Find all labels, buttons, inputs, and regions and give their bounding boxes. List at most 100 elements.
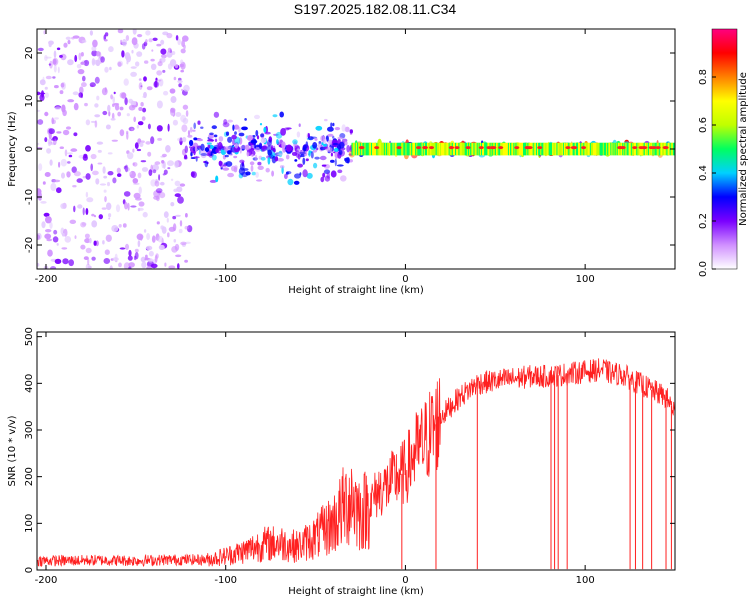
heatmap-cell — [104, 196, 107, 203]
heatmap-carrier-cell — [434, 142, 437, 156]
heatmap-cell — [110, 94, 113, 100]
heatmap-cell — [326, 146, 333, 153]
heatmap-cell — [130, 66, 137, 69]
heatmap-cell — [172, 215, 177, 220]
heatmap-cell — [145, 254, 148, 259]
heatmap-cell — [48, 40, 54, 46]
heatmap-carrier-cell — [606, 142, 608, 156]
heatmap-cell — [37, 142, 40, 146]
heatmap-cell — [179, 63, 184, 68]
heatmap-peak-cell — [396, 146, 402, 150]
heatmap-cell — [128, 262, 135, 268]
heatmap-carrier-cell — [518, 142, 521, 156]
heatmap-cell — [137, 34, 143, 38]
heatmap-x-tick-label: -200 — [35, 274, 58, 285]
heatmap-carrier-cell — [447, 142, 450, 156]
heatmap-cell — [175, 112, 182, 117]
heatmap-carrier-cell — [636, 142, 639, 156]
heatmap-cell — [122, 223, 127, 228]
heatmap-cell — [157, 235, 164, 243]
heatmap-cell — [182, 117, 189, 125]
heatmap-cell — [119, 247, 126, 250]
heatmap-peak-cell — [498, 146, 504, 150]
heatmap-cell — [52, 236, 59, 243]
heatmap-y-tick-label: 0 — [24, 146, 35, 152]
heatmap-cell — [123, 191, 131, 197]
heatmap-peak-cell — [648, 146, 654, 150]
heatmap-cell — [79, 86, 84, 94]
heatmap-cell — [50, 266, 57, 269]
heatmap-cell — [67, 99, 75, 103]
heatmap-carrier-cell — [617, 142, 620, 156]
heatmap-cell — [163, 90, 169, 96]
heatmap-cell — [125, 243, 129, 250]
heatmap-carrier-cell — [559, 142, 562, 156]
heatmap-cell — [254, 154, 258, 162]
heatmap-peak-cell — [662, 146, 668, 150]
heatmap-carrier-cell — [389, 142, 392, 156]
heatmap-cell — [254, 114, 260, 120]
heatmap-cell — [90, 120, 96, 123]
heatmap-cell — [330, 122, 333, 128]
heatmap-cell — [181, 124, 188, 133]
snr-y-tick-label: 0 — [24, 567, 35, 573]
heatmap-cell — [65, 36, 71, 40]
heatmap-carrier-cell — [462, 142, 465, 156]
heatmap-cell — [253, 143, 257, 149]
heatmap-carrier-cell — [644, 142, 647, 156]
heatmap-carrier-cell — [474, 142, 477, 156]
heatmap-peak-cell — [465, 146, 471, 150]
heatmap-cell — [156, 43, 162, 47]
heatmap-cell — [231, 134, 237, 140]
heatmap-cell — [145, 39, 148, 43]
heatmap-carrier-cell — [574, 142, 577, 156]
heatmap-cell — [180, 48, 186, 54]
heatmap-cell — [257, 161, 262, 166]
heatmap-cell — [213, 111, 220, 118]
heatmap-cell — [148, 169, 153, 177]
heatmap-cell — [85, 247, 92, 254]
heatmap-peak-cell — [514, 146, 520, 150]
heatmap-carrier-cell — [601, 142, 604, 156]
heatmap-carrier-cell — [609, 142, 612, 156]
heatmap-carrier-cell — [503, 142, 506, 156]
heatmap-cell — [105, 234, 112, 242]
heatmap-cell — [296, 131, 301, 138]
heatmap-cell — [93, 240, 97, 246]
heatmap-carrier-cell — [411, 142, 414, 156]
heatmap-cell — [53, 229, 58, 235]
heatmap-cell — [271, 170, 274, 177]
heatmap-cell — [86, 197, 94, 203]
heatmap-carrier-cell — [446, 142, 449, 156]
heatmap-x-tick-label: 0 — [402, 274, 408, 285]
heatmap-cell — [211, 154, 217, 161]
heatmap-cell — [108, 213, 112, 218]
heatmap-cell — [225, 131, 230, 136]
heatmap-carrier-cell — [613, 142, 616, 156]
heatmap-cell — [189, 126, 193, 133]
heatmap-cell — [132, 162, 138, 167]
heatmap-cell — [280, 127, 286, 136]
heatmap-cell — [193, 122, 196, 130]
heatmap-cell — [148, 250, 154, 257]
heatmap-cell — [135, 197, 142, 201]
heatmap-cell — [183, 156, 188, 160]
heatmap-cell — [89, 237, 92, 244]
heatmap-carrier-cell — [534, 142, 537, 156]
heatmap-cell — [200, 143, 205, 151]
heatmap-cell — [104, 66, 109, 73]
heatmap-cell — [60, 158, 67, 167]
heatmap-cell — [180, 69, 184, 73]
heatmap-cell — [99, 183, 107, 186]
heatmap-carrier-cell — [630, 142, 633, 156]
heatmap-cell — [180, 241, 187, 246]
heatmap-carrier-cell — [628, 142, 631, 156]
heatmap-carrier-cell — [439, 142, 442, 156]
heatmap-cell — [174, 160, 180, 168]
heatmap-carrier-cell — [589, 142, 592, 156]
heatmap-carrier-cell — [571, 142, 574, 156]
heatmap-cell — [177, 80, 183, 84]
heatmap-y-axis-label: Frequency (Hz) — [7, 111, 18, 187]
heatmap-cell — [177, 263, 180, 269]
heatmap-cell — [56, 187, 62, 194]
